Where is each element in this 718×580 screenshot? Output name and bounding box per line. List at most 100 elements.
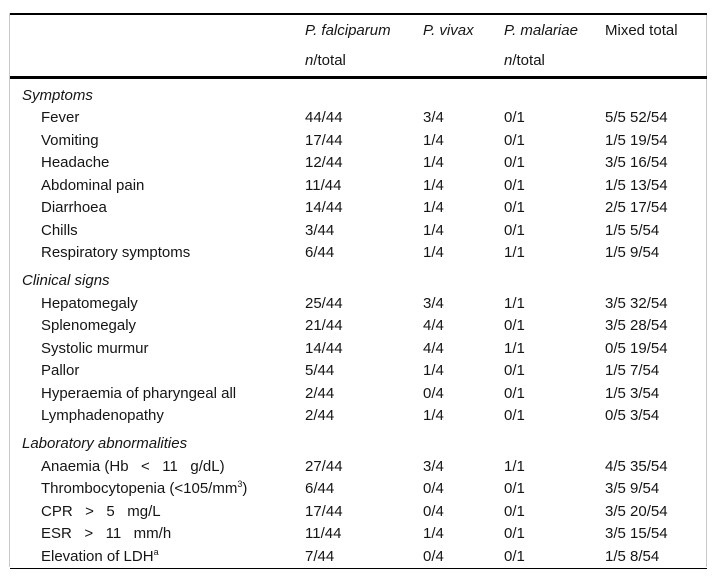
value-cell: 0/1 (504, 362, 525, 380)
table-row: Pallor 5/44 1/4 0/1 1/5 7/54 (10, 360, 707, 383)
table-row: Headache 12/44 1/4 0/1 3/5 16/54 (10, 152, 707, 175)
table-right-border (706, 13, 707, 567)
value-cell: 1/4 (423, 362, 444, 380)
value-cell: 2/44 (305, 407, 335, 425)
section-header-row: Clinical signs (10, 264, 707, 292)
column-header: P. malariae (504, 21, 578, 39)
value-cell: 1/1 (504, 244, 525, 262)
table-row: Splenomegaly 21/44 4/4 0/1 3/5 28/54 (10, 315, 707, 338)
row-label: Abdominal pain (41, 176, 145, 194)
value-cell: 3/5 15/54 (605, 525, 668, 543)
value-cell: 17/44 (305, 131, 343, 149)
value-cell: 1/1 (504, 339, 525, 357)
value-cell: 0/4 (423, 547, 444, 565)
table-row: Abdominal pain 11/44 1/4 0/1 1/5 13/54 (10, 174, 707, 197)
value-cell: 0/1 (504, 199, 525, 217)
value-cell: 25/44 (305, 294, 343, 312)
value-cell: 4/5 35/54 (605, 457, 668, 475)
header-row-names: P. falciparum P. vivax P. malariae Mixed to… (10, 15, 707, 46)
table-row: Anaemia (Hb < 11 g/dL) 27/44 3/4 1/1 4/5 35/… (10, 455, 707, 478)
value-cell: 6/44 (305, 480, 335, 498)
value-cell: 2/5 17/54 (605, 199, 668, 217)
value-cell: 1/4 (423, 407, 444, 425)
table-bottom-rule (10, 567, 707, 569)
value-cell: 0/1 (504, 221, 525, 239)
row-label: Elevation of LDHa (41, 546, 159, 565)
row-label: Lymphadenopathy (41, 407, 164, 425)
value-cell: 1/4 (423, 221, 444, 239)
value-cell: 3/4 (423, 109, 444, 127)
value-cell: 0/1 (504, 154, 525, 172)
value-cell: 0/4 (423, 502, 444, 520)
value-cell: 1/5 3/54 (605, 384, 660, 402)
row-label: Respiratory symptoms (41, 244, 191, 262)
value-cell: 7/44 (305, 547, 335, 565)
value-cell: 3/5 28/54 (605, 317, 668, 335)
value-cell: 2/44 (305, 384, 335, 402)
value-cell: 4/4 (423, 317, 444, 335)
table-row: Chills 3/44 1/4 0/1 1/5 5/54 (10, 219, 707, 242)
table-row: Hyperaemia of pharyngeal all 2/44 0/4 0/1 1/… (10, 382, 707, 405)
row-label: Thrombocytopenia (<105/mm3) (41, 479, 248, 498)
row-label: Headache (41, 154, 110, 172)
value-cell: 1/5 7/54 (605, 362, 660, 380)
table-body: Symptoms Fever 44/44 3/4 0/1 5/5 52/54 Vomitin… (10, 79, 707, 568)
value-cell: 0/1 (504, 407, 525, 425)
section-title: Symptoms (22, 86, 93, 104)
table-row: Fever 44/44 3/4 0/1 5/5 52/54 (10, 107, 707, 130)
value-cell: 0/1 (504, 525, 525, 543)
value-cell: 17/44 (305, 502, 343, 520)
row-label: Chills (41, 221, 78, 239)
column-header: P. falciparum (305, 21, 391, 39)
table-row: ESR > 11 mm/h 11/44 1/4 0/1 3/5 15/54 (10, 523, 707, 546)
row-label: Fever (41, 109, 80, 127)
table-row: Hepatomegaly 25/44 3/4 1/1 3/5 32/54 (10, 292, 707, 315)
value-cell: 21/44 (305, 317, 343, 335)
value-cell: 0/1 (504, 176, 525, 194)
value-cell: 1/5 13/54 (605, 176, 668, 194)
value-cell: 5/44 (305, 362, 335, 380)
value-cell: 3/5 16/54 (605, 154, 668, 172)
value-cell: 0/1 (504, 131, 525, 149)
value-cell: 14/44 (305, 339, 343, 357)
value-cell: 0/4 (423, 384, 444, 402)
table-row: Lymphadenopathy 2/44 1/4 0/1 0/5 3/54 (10, 405, 707, 428)
column-header: P. vivax (423, 21, 474, 39)
row-label: ESR > 11 mm/h (41, 525, 172, 543)
superscript: 3 (237, 479, 243, 490)
value-cell: 1/4 (423, 199, 444, 217)
table-row: Thrombocytopenia (<105/mm3) 6/44 0/4 0/1 3/5… (10, 478, 707, 501)
subheader-italic-n: n (504, 52, 513, 69)
value-cell: 0/5 19/54 (605, 339, 668, 357)
value-cell: 1/5 8/54 (605, 547, 660, 565)
row-label: Pallor (41, 362, 80, 380)
table-row: CPR > 5 mg/L 17/44 0/4 0/1 3/5 20/54 (10, 500, 707, 523)
value-cell: 3/44 (305, 221, 335, 239)
malaria-findings-table: P. falciparum P. vivax P. malariae Mixed to… (10, 13, 707, 569)
table-row: Systolic murmur 14/44 4/4 1/1 0/5 19/54 (10, 337, 707, 360)
header-row-subheaders: n/total n/total (10, 46, 707, 76)
header-separator-rule (10, 75, 707, 79)
value-cell: 0/5 3/54 (605, 407, 660, 425)
value-cell: 3/4 (423, 294, 444, 312)
value-cell: 0/1 (504, 547, 525, 565)
value-cell: 1/4 (423, 176, 444, 194)
table-row: Vomiting 17/44 1/4 0/1 1/5 19/54 (10, 129, 707, 152)
row-label: Systolic murmur (41, 339, 149, 357)
value-cell: 1/5 9/54 (605, 244, 660, 262)
row-label: Splenomegaly (41, 317, 137, 335)
subheader-italic-n: n (305, 52, 314, 69)
table-left-border (9, 13, 10, 567)
value-cell: 1/5 19/54 (605, 131, 668, 149)
value-cell: 0/1 (504, 384, 525, 402)
table-top-rule (10, 13, 707, 15)
value-cell: 1/1 (504, 294, 525, 312)
value-cell: 0/1 (504, 317, 525, 335)
value-cell: 1/4 (423, 525, 444, 543)
row-label: Vomiting (41, 131, 99, 149)
row-label: Anaemia (Hb < 11 g/dL) (41, 457, 225, 475)
value-cell: 3/5 32/54 (605, 294, 668, 312)
value-cell: 1/4 (423, 244, 444, 262)
table-row: Elevation of LDHa 7/44 0/4 0/1 1/5 8/54 (10, 545, 707, 568)
